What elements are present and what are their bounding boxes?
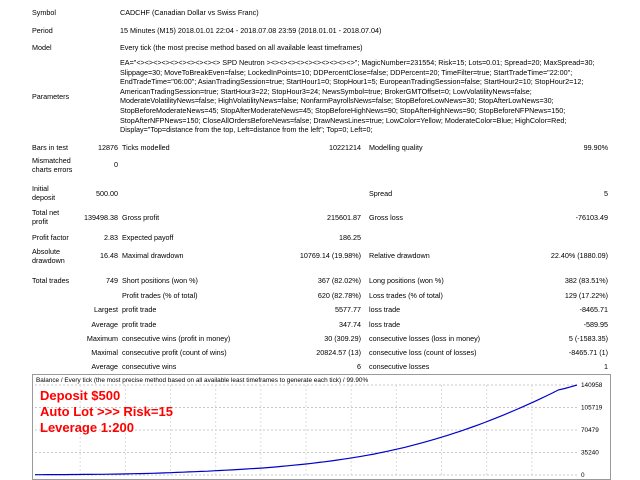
- grossloss-label: Gross loss: [369, 213, 403, 222]
- grossprofit-label: Gross profit: [122, 213, 160, 222]
- largest-profit-value: 5577.77: [335, 305, 361, 314]
- bars-value: 12876: [98, 143, 118, 152]
- largest-loss-value: -8465.71: [579, 305, 608, 314]
- quality-value: 99.90%: [583, 143, 608, 152]
- short-value: 367 (82.02%): [317, 276, 361, 285]
- ticks-value: 10221214: [329, 143, 361, 152]
- max-cl-label: consecutive losses (loss in money): [369, 334, 481, 343]
- symbol-label: Symbol: [32, 8, 56, 17]
- mismatch-label-1: Mismatched: [32, 156, 71, 165]
- deposit-label-2: deposit: [32, 193, 56, 202]
- period-label: Period: [32, 26, 53, 35]
- overlay-autolot: Auto Lot >>> Risk=15: [40, 404, 173, 419]
- payoff-label: Expected payoff: [122, 233, 174, 242]
- balance-series-line: [35, 384, 578, 476]
- y-tick-label: 105719: [581, 405, 603, 412]
- max-cw-value: 30 (309.29): [324, 334, 361, 343]
- average-label: Average: [91, 320, 118, 329]
- mismatch-value: 0: [114, 160, 118, 169]
- y-tick-label: 0: [581, 472, 585, 479]
- payoff-value: 186.25: [339, 233, 361, 242]
- deposit-value: 500.00: [96, 189, 118, 198]
- avg-cl-label: consecutive losses: [369, 362, 430, 371]
- long-label: Long positions (won %): [369, 276, 444, 285]
- maximal-cl-value: -8465.71 (1): [568, 348, 608, 357]
- average-loss-label: loss trade: [369, 320, 401, 329]
- overlay-deposit: Deposit $500: [40, 388, 121, 403]
- overlay-leverage: Leverage 1:200: [40, 420, 134, 435]
- parameters-label: Parameters: [32, 92, 70, 101]
- grossprofit-value: 215601.87: [327, 213, 361, 222]
- average-profit-value: 347.74: [339, 320, 361, 329]
- balance-chart: 140958 105719 70479 35240 0 Balance / Every …: [32, 374, 611, 480]
- largest-loss-label: loss trade: [369, 305, 401, 314]
- largest-profit-label: profit trade: [122, 305, 157, 314]
- parameters-value: EA="<><><><><><><><><><> SPD Neutron ><>…: [120, 58, 595, 135]
- loss-trades-value: 129 (17.22%): [564, 291, 608, 300]
- trades-value: 749: [106, 276, 118, 285]
- avg-cw-value: 6: [357, 362, 361, 371]
- average-profit-label: profit trade: [122, 320, 157, 329]
- profit-trades-label: Profit trades (% of total): [122, 291, 198, 300]
- loss-trades-label: Loss trades (% of total): [369, 291, 443, 300]
- reldd-value: 22.40% (1880.09): [550, 251, 608, 260]
- reldd-label: Relative drawdown: [369, 251, 430, 260]
- maximal-cl-label: consecutive loss (count of losses): [369, 348, 477, 357]
- y-tick-label: 140958: [581, 382, 603, 389]
- spread-value: 5: [604, 189, 608, 198]
- netprofit-label-1: Total net: [32, 208, 60, 217]
- ticks-label: Ticks modelled: [122, 143, 170, 152]
- model-value: Every tick (the most precise method base…: [120, 43, 363, 52]
- absdd-label-2: drawdown: [32, 256, 65, 265]
- maxdd-value: 10769.14 (19.98%): [299, 251, 361, 260]
- avg-cw-label: consecutive wins: [122, 362, 177, 371]
- average-loss-value: -589.95: [583, 320, 608, 329]
- netprofit-label-2: profit: [32, 217, 48, 226]
- pf-value: 2.83: [104, 233, 118, 242]
- maximal-cp-label: consecutive profit (count of wins): [122, 348, 227, 357]
- mismatch-label-2: charts errors: [32, 165, 73, 174]
- period-value: 15 Minutes (M15) 2018.01.01 22:04 - 2018…: [120, 26, 382, 35]
- long-value: 382 (83.51%): [564, 276, 608, 285]
- grossloss-value: -76103.49: [575, 213, 608, 222]
- pf-label: Profit factor: [32, 233, 69, 242]
- spread-label: Spread: [369, 189, 393, 198]
- y-tick-label: 35240: [581, 450, 599, 457]
- max-cl-value: 5 (-1583.35): [568, 334, 608, 343]
- chart-title: Balance / Every tick (the most precise m…: [36, 377, 369, 384]
- short-label: Short positions (won %): [122, 276, 198, 285]
- avg-cl-value: 1: [604, 362, 608, 371]
- maxdd-label: Maximal drawdown: [122, 251, 184, 260]
- y-tick-label: 70479: [581, 427, 599, 434]
- maximal-cp-value: 20824.57 (13): [316, 348, 361, 357]
- bars-label: Bars in test: [32, 143, 68, 152]
- model-label: Model: [32, 43, 52, 52]
- maximum-label: Maximum: [86, 334, 118, 343]
- deposit-label-1: Initial: [32, 184, 49, 193]
- maximal-label: Maximal: [91, 348, 118, 357]
- netprofit-value: 139498.38: [84, 213, 118, 222]
- max-cw-label: consecutive wins (profit in money): [122, 334, 231, 343]
- absdd-value: 16.48: [100, 251, 118, 260]
- quality-label: Modelling quality: [369, 143, 423, 152]
- avg-label: Average: [91, 362, 118, 371]
- absdd-label-1: Absolute: [32, 247, 60, 256]
- profit-trades-value: 620 (82.78%): [317, 291, 361, 300]
- largest-label: Largest: [94, 305, 118, 314]
- trades-label: Total trades: [32, 276, 70, 285]
- balance-chart-svg: 140958 105719 70479 35240 0: [35, 382, 603, 479]
- symbol-value: CADCHF (Canadian Dollar vs Swiss Franc): [120, 8, 259, 17]
